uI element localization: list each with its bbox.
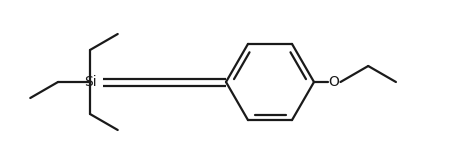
Text: O: O	[328, 75, 339, 89]
Text: Si: Si	[84, 75, 96, 89]
